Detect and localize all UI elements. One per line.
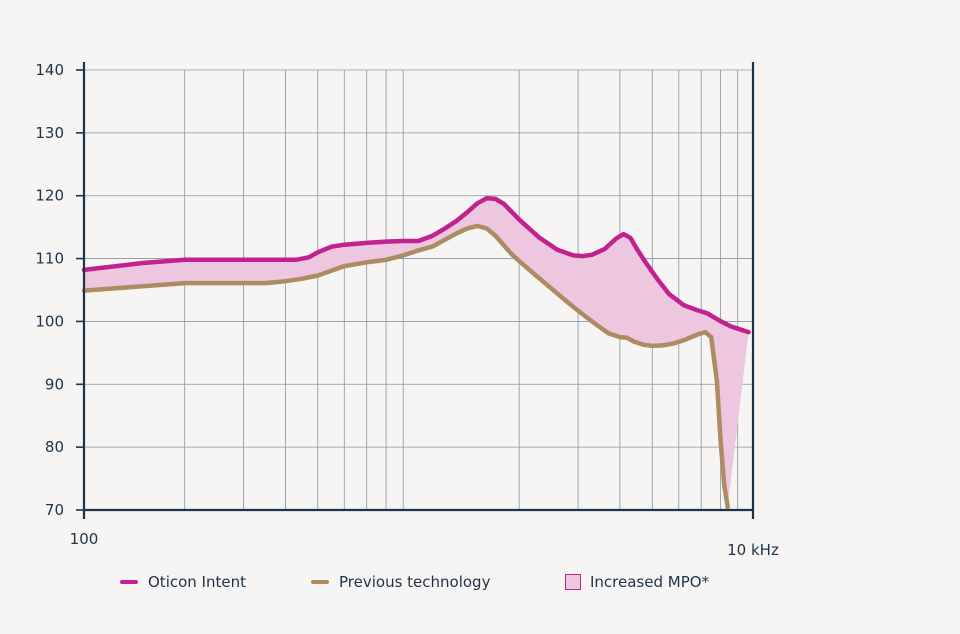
increased-mpo-area [84, 198, 749, 507]
legend-swatch-oticon-intent [120, 580, 138, 584]
y-tick-label: 80 [45, 438, 64, 456]
legend-item-previous-technology: Previous technology [311, 573, 490, 591]
x-tick-label: 100 [70, 530, 99, 548]
series-lines [81, 195, 751, 510]
legend-label-previous-technology: Previous technology [339, 573, 491, 591]
x-tick-labels: 100 10 kHz [70, 530, 779, 559]
series-line-oticon-intent [81, 195, 751, 335]
legend-item-oticon-intent: Oticon Intent [120, 573, 246, 591]
y-tick-label: 140 [35, 61, 64, 79]
legend-label-increased-mpo: Increased MPO* [590, 573, 710, 591]
series-line-previous-technology [81, 223, 730, 510]
legend: Oticon Intent Previous technology Increa… [0, 573, 960, 597]
legend-swatch-increased-mpo [565, 574, 581, 590]
legend-item-increased-mpo: Increased MPO* [565, 573, 709, 591]
y-tick-label: 70 [45, 501, 64, 519]
y-tick-label: 130 [35, 124, 64, 142]
y-tick-label: 120 [35, 187, 64, 205]
legend-swatch-previous-technology [311, 580, 329, 584]
y-tick-label: 90 [45, 375, 64, 393]
y-tick-label: 100 [35, 312, 64, 330]
axes [76, 62, 755, 519]
y-tick-labels: 70 80 90 100 110 120 130 140 [35, 61, 64, 519]
legend-label-oticon-intent: Oticon Intent [148, 573, 246, 591]
x-tick-label: 10 kHz [727, 541, 779, 559]
y-tick-label: 110 [35, 250, 64, 268]
